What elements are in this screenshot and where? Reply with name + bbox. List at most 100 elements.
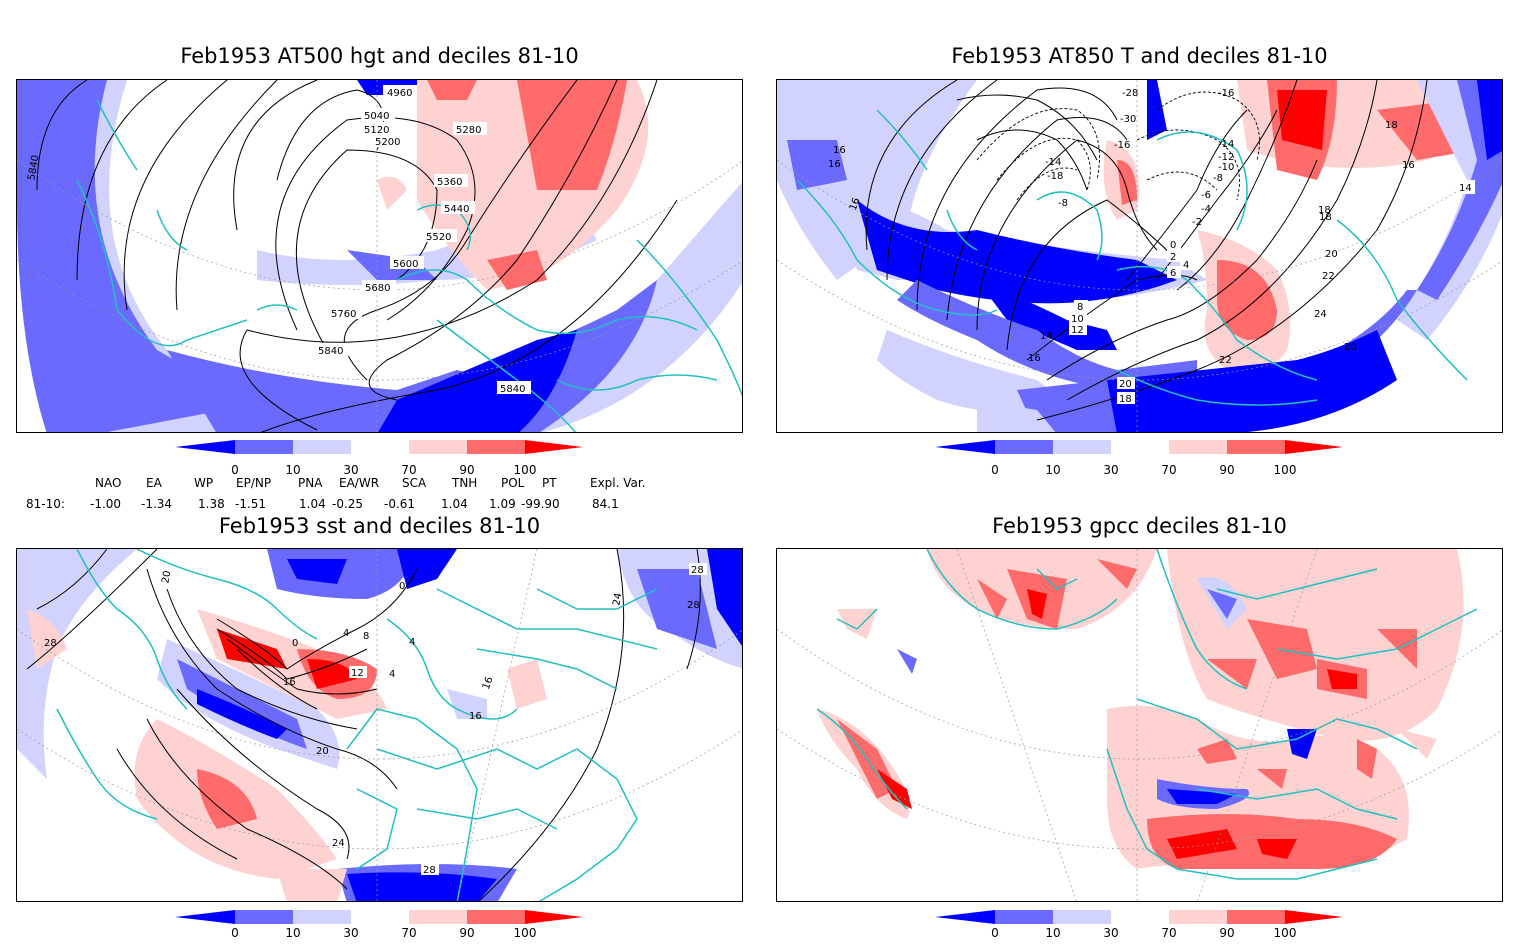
svg-text:14: 14 — [1459, 183, 1472, 194]
svg-text:5840: 5840 — [500, 384, 525, 395]
idx-val-nao: -1.00 — [90, 497, 122, 511]
svg-text:18: 18 — [1385, 120, 1398, 131]
svg-text:5680: 5680 — [365, 283, 390, 294]
map-t850-svg: -28 -30 -16 -16 -14 -14 -18 -12 -10 -8 -… — [777, 80, 1502, 432]
map-hgt500: 4960 5040 5120 5200 5280 5360 5440 5520 … — [16, 79, 743, 433]
idx-header-pna: PNA — [298, 476, 323, 490]
coastlines — [76, 99, 742, 432]
svg-text:-12: -12 — [1218, 152, 1234, 163]
svg-text:-16: -16 — [1218, 88, 1234, 99]
contour-labels-t850: -28 -30 -16 -16 -14 -14 -18 -12 -10 -8 -… — [828, 88, 1475, 405]
svg-text:2: 2 — [1170, 252, 1176, 263]
svg-text:5760: 5760 — [331, 309, 356, 320]
svg-text:4: 4 — [1183, 260, 1189, 271]
idx-val-pt: -99.90 — [521, 497, 560, 511]
svg-text:4: 4 — [343, 628, 349, 639]
idx-val-tnh: 1.04 — [441, 497, 468, 511]
svg-text:18: 18 — [1319, 212, 1332, 223]
svg-text:28: 28 — [687, 600, 700, 611]
svg-text:4: 4 — [389, 669, 395, 680]
svg-text:16: 16 — [481, 675, 496, 691]
svg-text:22: 22 — [1322, 271, 1335, 282]
idx-val-eawr: -0.25 — [332, 497, 364, 511]
idx-row-label: 81-10: — [26, 497, 65, 511]
idx-header-pt: PT — [542, 476, 557, 490]
svg-text:16: 16 — [828, 159, 841, 170]
map-gpcc — [776, 548, 1503, 902]
svg-text:20: 20 — [1325, 249, 1338, 260]
panel-title-gpcc: Feb1953 gpcc deciles 81-10 — [992, 514, 1287, 538]
svg-text:16: 16 — [848, 196, 863, 212]
contour-labels-hgt500: 4960 5040 5120 5200 5280 5360 5440 5520 … — [26, 85, 531, 395]
svg-text:8: 8 — [363, 631, 369, 642]
idx-val-pna: 1.04 — [299, 497, 326, 511]
idx-val-ea: -1.34 — [141, 497, 173, 511]
svg-text:5360: 5360 — [437, 177, 462, 188]
svg-text:5120: 5120 — [364, 125, 389, 136]
svg-text:5840: 5840 — [318, 346, 343, 357]
contour-labels-sst: 20 28 0 4 8 12 16 20 24 28 24 28 16 16 2… — [44, 563, 707, 876]
svg-text:5200: 5200 — [375, 137, 400, 148]
svg-text:24: 24 — [332, 838, 345, 849]
svg-text:12: 12 — [351, 668, 364, 679]
svg-text:28: 28 — [44, 638, 57, 649]
colorbar-3: 0 10 30 70 90 100 — [175, 910, 585, 950]
svg-text:-8: -8 — [1213, 173, 1223, 184]
idx-header-tnh: TNH — [452, 476, 478, 490]
svg-text:0: 0 — [399, 581, 405, 592]
svg-text:8: 8 — [1077, 302, 1083, 313]
idx-header-pol: POL — [501, 476, 525, 490]
svg-text:5520: 5520 — [426, 232, 451, 243]
svg-text:16: 16 — [283, 677, 296, 688]
svg-text:22: 22 — [1219, 355, 1232, 366]
svg-text:10: 10 — [1071, 314, 1084, 325]
svg-text:-28: -28 — [1122, 88, 1138, 99]
svg-text:5280: 5280 — [456, 125, 481, 136]
svg-text:20: 20 — [316, 746, 329, 757]
svg-text:-6: -6 — [1201, 190, 1211, 201]
svg-text:24: 24 — [611, 592, 624, 606]
svg-text:-2: -2 — [1192, 217, 1202, 228]
map-sst-svg: 20 28 0 4 8 12 16 20 24 28 24 28 16 16 2… — [17, 549, 742, 901]
idx-val-wp: 1.38 — [198, 497, 225, 511]
idx-header-nao: NAO — [95, 476, 122, 490]
svg-text:4: 4 — [409, 637, 415, 648]
svg-text:6: 6 — [1170, 268, 1176, 279]
svg-text:-16: -16 — [1114, 140, 1130, 151]
svg-text:0: 0 — [292, 638, 298, 649]
panel-title-sst: Feb1953 sst and deciles 81-10 — [218, 514, 541, 538]
svg-text:28: 28 — [691, 565, 704, 576]
svg-text:16: 16 — [469, 711, 482, 722]
svg-text:-14: -14 — [1218, 139, 1234, 150]
idx-val-pol: 1.09 — [489, 497, 516, 511]
idx-header-eawr: EA/WR — [339, 476, 380, 490]
map-gpcc-svg — [777, 549, 1502, 901]
svg-text:5440: 5440 — [444, 204, 469, 215]
idx-val-explvar: 84.1 — [592, 497, 619, 511]
colorbar-4: 0 10 30 70 90 100 — [935, 910, 1345, 950]
svg-text:-10: -10 — [1218, 162, 1234, 173]
svg-text:-8: -8 — [1058, 198, 1068, 209]
svg-text:-18: -18 — [1047, 171, 1063, 182]
map-t850: -28 -30 -16 -16 -14 -14 -18 -12 -10 -8 -… — [776, 79, 1503, 433]
svg-text:5040: 5040 — [364, 111, 389, 122]
map-hgt500-svg: 4960 5040 5120 5200 5280 5360 5440 5520 … — [17, 80, 742, 432]
coastlines — [796, 109, 1468, 406]
idx-header-explvar: Expl. Var. — [590, 476, 646, 490]
idx-header-epnp: EP/NP — [236, 476, 272, 490]
svg-text:4960: 4960 — [387, 88, 412, 99]
coastlines — [816, 549, 1478, 880]
svg-text:18: 18 — [1318, 205, 1331, 216]
svg-text:20: 20 — [160, 570, 173, 584]
svg-text:28: 28 — [423, 865, 436, 876]
idx-val-sca: -0.61 — [384, 497, 416, 511]
panel-title-t850: Feb1953 AT850 T and deciles 81-10 — [951, 44, 1328, 68]
idx-header-sca: SCA — [402, 476, 427, 490]
svg-text:-4: -4 — [1201, 204, 1211, 215]
colorbar-2: 0 10 30 70 90 100 — [935, 440, 1345, 480]
svg-text:5840: 5840 — [26, 154, 41, 181]
svg-text:14: 14 — [1040, 331, 1053, 342]
panel-title-hgt500: Feb1953 AT500 hgt and deciles 81-10 — [180, 44, 579, 68]
svg-text:18: 18 — [1119, 394, 1132, 405]
svg-text:12: 12 — [1071, 325, 1084, 336]
